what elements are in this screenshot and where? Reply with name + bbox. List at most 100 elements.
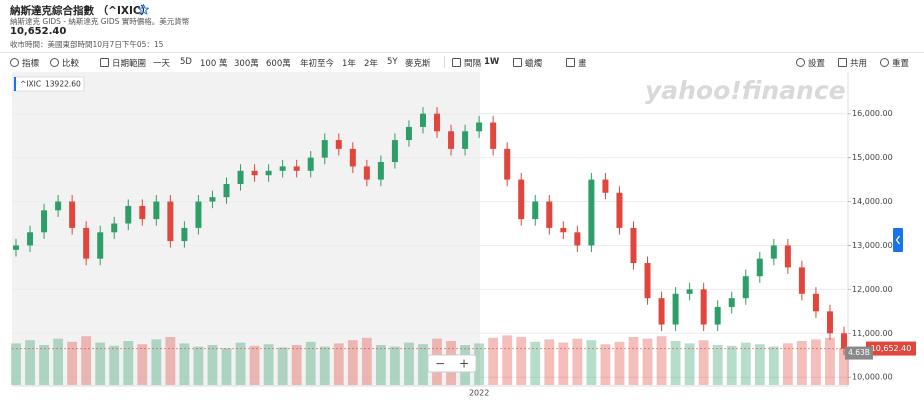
label: 間隔 — [464, 59, 482, 69]
volume-bar — [333, 343, 344, 385]
y-tick-label: 13,000.00 — [852, 241, 893, 250]
volume-bar — [825, 337, 835, 385]
candle-body — [265, 170, 272, 176]
volume-bar — [586, 340, 597, 385]
candle-body — [714, 306, 721, 325]
volume-bar — [123, 341, 134, 385]
range-button[interactable]: 100 萬 — [200, 59, 228, 69]
candle-body — [237, 170, 244, 184]
candle-body — [532, 201, 539, 220]
volume-bar — [796, 341, 807, 385]
volume-bar — [11, 343, 21, 385]
volume-bar — [390, 346, 400, 385]
y-tick-label: 12,000.00 — [852, 285, 893, 294]
share-button[interactable]: 共用 — [838, 57, 867, 69]
candle-body — [377, 162, 384, 180]
candle-body — [518, 179, 525, 220]
label: 蠟燭 — [525, 59, 543, 69]
y-tick-label: 16,000.00 — [852, 109, 893, 118]
candle-body — [784, 245, 791, 268]
candle-body — [672, 293, 679, 325]
draw-button[interactable]: 畫 — [566, 57, 587, 69]
volume-bar — [811, 339, 821, 385]
label: 設置 — [808, 59, 826, 69]
candle-body — [462, 131, 469, 149]
label: 指標 — [22, 59, 40, 69]
candle-body — [97, 232, 104, 259]
interval-label: 間隔 — [452, 57, 481, 69]
settings-button[interactable]: 設置 — [796, 57, 825, 69]
price-tag-label: 10,652.40 — [871, 344, 912, 353]
candle-body — [616, 192, 623, 228]
candle-body — [630, 227, 637, 264]
toolbar-button[interactable]: 比較 — [50, 57, 79, 69]
volume-bar — [81, 336, 92, 385]
range-button[interactable]: 5Y — [387, 57, 398, 67]
volume-bar — [347, 340, 358, 385]
range-button[interactable]: 麥克斯 — [405, 59, 431, 69]
candle-body — [841, 333, 847, 349]
candle-body — [448, 131, 455, 149]
zoom-out[interactable]: − — [435, 357, 445, 371]
range-button[interactable]: 2年 — [364, 59, 378, 69]
zoom-in[interactable]: + — [459, 357, 469, 371]
volume-bar — [670, 341, 681, 385]
candle-body — [55, 201, 62, 211]
volume-bar — [656, 336, 667, 385]
candle-body — [770, 245, 777, 259]
volume-bar — [782, 343, 793, 385]
collapse-tab[interactable] — [893, 228, 903, 252]
volume-bar — [53, 338, 64, 385]
legend-name: ^IXIC — [20, 80, 41, 89]
label: 重置 — [892, 59, 910, 69]
volume-bar — [628, 337, 639, 385]
watermark: yahoo!finance — [645, 76, 846, 105]
star-icon[interactable] — [138, 4, 149, 15]
candle-body — [546, 201, 553, 228]
volume-bar — [474, 343, 485, 385]
range-button[interactable]: 1年 — [342, 59, 356, 69]
candle-body — [251, 170, 258, 176]
volume-bar — [558, 342, 569, 385]
volume-bar — [530, 341, 541, 385]
volume-bar — [319, 346, 330, 385]
volume-bar — [249, 345, 260, 385]
candle-body — [363, 166, 370, 180]
range-button[interactable]: 一天 — [153, 59, 171, 69]
candle-body — [13, 245, 19, 250]
range-button[interactable]: 年初至今 — [300, 59, 335, 69]
candle-body — [139, 205, 146, 220]
candle-body — [812, 293, 819, 312]
range-button[interactable]: 5D — [180, 57, 192, 67]
toolbar-button[interactable]: 日期範圍 — [100, 57, 146, 69]
label: 日期範圍 — [112, 59, 147, 69]
candle-body — [644, 263, 651, 299]
volume-bar — [151, 339, 162, 385]
volume-bar — [305, 341, 316, 385]
candle-body — [826, 311, 833, 334]
range-button[interactable]: 300萬 — [234, 59, 259, 69]
interval-dropdown[interactable]: 1W — [484, 57, 500, 67]
reset-button[interactable]: 重置 — [880, 57, 909, 69]
volume-bar — [137, 344, 148, 385]
label: 共用 — [850, 59, 868, 69]
candle-body — [798, 267, 805, 294]
volume-bar — [361, 337, 372, 385]
volume-bar — [263, 344, 274, 385]
range-button[interactable]: 600萬 — [266, 59, 291, 69]
label: 畫 — [578, 59, 587, 69]
toolbar-button[interactable]: 指標 — [10, 57, 39, 69]
candle-body — [195, 201, 202, 228]
volume-bar — [768, 346, 779, 385]
volume-bar — [726, 345, 737, 385]
chart-style-dropdown[interactable]: 蠟燭 — [513, 57, 542, 69]
candle-body — [293, 166, 300, 171]
volume-tag-label: 4.63B — [848, 348, 870, 357]
volume-bar — [39, 345, 49, 385]
y-tick-label: 11,000.00 — [852, 329, 893, 338]
candle-body — [686, 289, 693, 294]
volume-bar — [291, 345, 302, 385]
candle-body — [41, 210, 48, 233]
close-time: 收市時間：美國東部時間10月7日下午05：15 — [10, 40, 164, 49]
candle-body — [125, 205, 132, 224]
